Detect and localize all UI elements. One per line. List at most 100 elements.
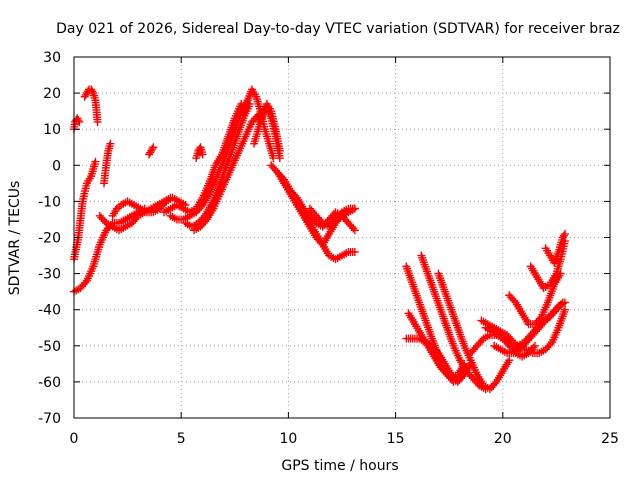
data-point bbox=[530, 320, 539, 329]
data-point bbox=[436, 305, 445, 314]
data-point bbox=[89, 89, 98, 98]
data-point bbox=[344, 219, 353, 228]
data-point-marker bbox=[74, 116, 83, 125]
series-track-03 bbox=[80, 85, 102, 126]
data-point bbox=[202, 215, 211, 224]
data-point bbox=[136, 204, 145, 213]
data-point bbox=[292, 193, 301, 202]
data-point bbox=[350, 204, 359, 213]
data-point bbox=[108, 222, 117, 231]
data-point bbox=[434, 269, 443, 278]
data-point bbox=[179, 204, 188, 213]
data-point-marker bbox=[148, 145, 157, 154]
data-point bbox=[305, 204, 314, 213]
data-point bbox=[106, 139, 115, 148]
data-point bbox=[455, 356, 464, 365]
y-tick-label: -30 bbox=[38, 267, 61, 283]
data-point bbox=[533, 273, 542, 282]
series-track-19 bbox=[280, 179, 359, 235]
data-point-marker bbox=[505, 339, 514, 348]
series-track-16 bbox=[254, 99, 284, 155]
data-point bbox=[87, 172, 96, 181]
data-point bbox=[350, 226, 359, 235]
data-point bbox=[286, 186, 295, 195]
data-point-marker bbox=[81, 278, 90, 287]
data-point bbox=[428, 334, 437, 343]
data-point bbox=[252, 92, 261, 101]
data-point bbox=[440, 287, 449, 296]
data-point bbox=[511, 298, 520, 307]
data-point bbox=[466, 349, 475, 358]
data-point bbox=[185, 211, 194, 220]
data-point bbox=[490, 341, 499, 350]
data-point bbox=[258, 107, 267, 116]
data-point bbox=[466, 356, 475, 365]
data-point bbox=[241, 132, 250, 141]
data-point bbox=[250, 139, 259, 148]
data-point bbox=[318, 219, 327, 228]
data-point bbox=[460, 341, 469, 350]
tick-layer bbox=[73, 56, 611, 419]
data-point bbox=[496, 345, 505, 354]
data-point bbox=[100, 179, 109, 188]
data-point bbox=[530, 341, 539, 350]
data-point bbox=[108, 211, 117, 220]
x-tick-label: 20 bbox=[494, 431, 512, 447]
data-point bbox=[239, 110, 248, 119]
x-axis-label: GPS time / hours bbox=[281, 458, 398, 474]
data-point bbox=[554, 323, 563, 332]
data-point bbox=[404, 309, 413, 318]
data-point bbox=[462, 367, 471, 376]
data-point bbox=[443, 323, 452, 332]
data-point bbox=[505, 356, 514, 365]
series-track-25 bbox=[434, 269, 514, 394]
data-point bbox=[267, 107, 276, 116]
series-track-02 bbox=[70, 114, 84, 134]
series-track-12 bbox=[190, 110, 263, 235]
series-track-01 bbox=[70, 157, 100, 264]
data-point bbox=[410, 320, 419, 329]
data-point bbox=[509, 349, 518, 358]
data-point bbox=[166, 204, 175, 213]
data-point bbox=[515, 345, 524, 354]
x-tick-label: 25 bbox=[601, 431, 619, 447]
data-point bbox=[535, 349, 544, 358]
data-point bbox=[325, 222, 334, 231]
data-point bbox=[543, 298, 552, 307]
data-point bbox=[91, 157, 100, 166]
data-point bbox=[505, 291, 514, 300]
x-tick-label: 5 bbox=[177, 431, 186, 447]
data-point bbox=[447, 370, 456, 379]
data-point bbox=[494, 330, 503, 339]
series-track-08 bbox=[145, 143, 158, 159]
data-point bbox=[271, 125, 280, 134]
data-point bbox=[415, 298, 424, 307]
data-point bbox=[528, 330, 537, 339]
data-point bbox=[275, 146, 284, 155]
data-point-marker bbox=[546, 339, 555, 348]
data-point bbox=[541, 345, 550, 354]
data-point bbox=[82, 179, 91, 188]
data-point bbox=[172, 201, 181, 210]
data-point bbox=[449, 341, 458, 350]
grid-layer bbox=[74, 57, 610, 418]
data-point bbox=[417, 251, 426, 260]
data-point bbox=[548, 309, 557, 318]
data-point bbox=[541, 244, 550, 253]
data-point bbox=[75, 117, 84, 126]
data-point bbox=[168, 193, 177, 202]
y-tick-label: 30 bbox=[43, 50, 61, 66]
series-track-06 bbox=[100, 139, 115, 188]
data-point bbox=[421, 338, 430, 347]
data-point bbox=[535, 323, 544, 332]
data-point bbox=[130, 201, 139, 210]
data-point bbox=[554, 302, 563, 311]
data-point bbox=[548, 338, 557, 347]
data-point bbox=[149, 208, 158, 217]
data-point bbox=[479, 381, 488, 390]
data-point bbox=[331, 215, 340, 224]
data-point bbox=[430, 352, 439, 361]
data-point bbox=[500, 334, 509, 343]
data-point bbox=[95, 240, 104, 249]
chart-title: Day 021 of 2026, Sidereal Day-to-day VTE… bbox=[56, 21, 620, 37]
